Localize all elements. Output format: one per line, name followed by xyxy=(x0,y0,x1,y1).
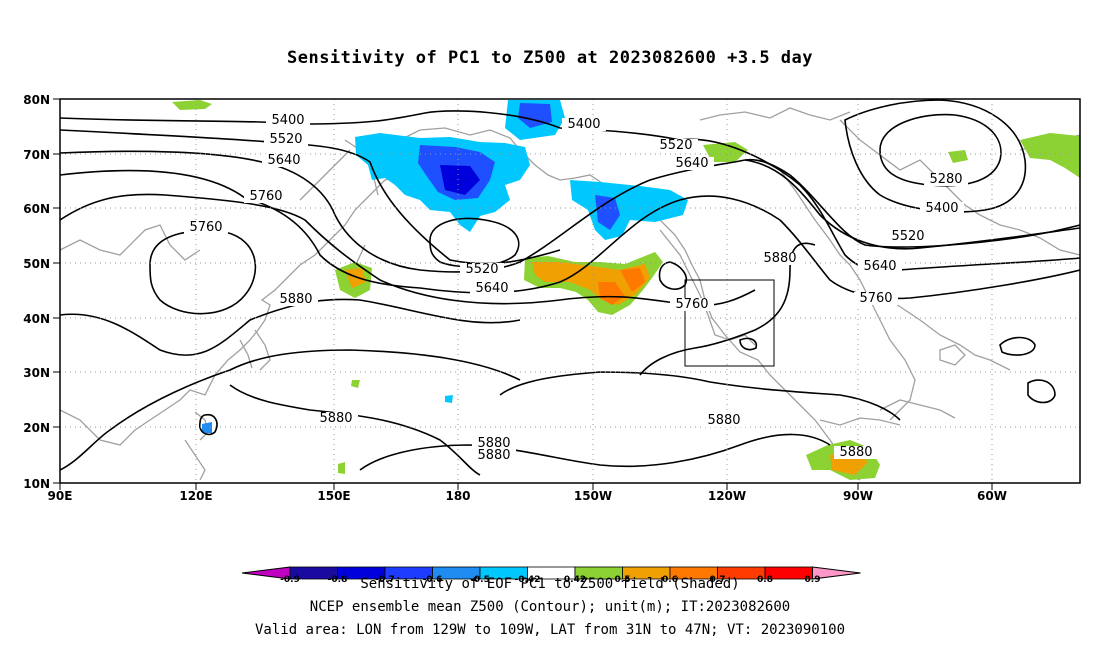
contour-label: 5520 xyxy=(269,132,302,147)
map-title: Sensitivity of PC1 to Z500 at 2023082600… xyxy=(286,48,813,68)
lat-label: 20N xyxy=(23,421,50,435)
contour-label-bg xyxy=(758,252,802,265)
colorbar: -0.9 -0.8 -0.7 -0.6 -0.5 -0.42 0.42 0.5 0.6 0.7 0.… xyxy=(241,566,861,585)
contour-labels: 5400552056405760576058805880588058805880… xyxy=(184,113,968,463)
contour-label-bg xyxy=(854,292,898,305)
contour-label-bg xyxy=(184,221,228,234)
contour-label: 5400 xyxy=(925,201,958,216)
contour-label: 5880 xyxy=(763,251,796,266)
contour-label-bg xyxy=(924,173,968,186)
contour-label-bg xyxy=(670,157,714,170)
colorbar-label: 0.8 xyxy=(757,575,773,585)
sensitivity-map: 5400552056405760576058805880588058805880… xyxy=(23,93,1081,503)
contour-label-bg xyxy=(858,260,902,273)
colorbar-label: 0.42 xyxy=(564,575,586,585)
colorbar-label: -0.8 xyxy=(328,575,348,585)
contour-label: 5400 xyxy=(271,113,304,128)
map-frame xyxy=(59,98,1081,484)
lon-label: 60W xyxy=(977,489,1007,503)
contour-label: 5400 xyxy=(567,117,600,132)
contour-label: 5760 xyxy=(189,220,222,235)
contour-label: 5520 xyxy=(465,262,498,277)
contour-label-bg xyxy=(886,230,930,243)
contour-label-bg xyxy=(654,139,698,152)
contour-label-bg xyxy=(460,263,504,276)
lon-labels: 90E 120E 150E 180 150W 120W 90W 60W xyxy=(48,489,1007,503)
caption-shading: Sensitivity of EOF PC1 to Z500 field (Sh… xyxy=(360,576,740,592)
colorbar-label: -0.7 xyxy=(375,575,395,585)
colorbar-label: -0.6 xyxy=(423,575,443,585)
contour-label: 5880 xyxy=(319,411,352,426)
lat-label: 40N xyxy=(23,312,50,326)
contour-label: 5760 xyxy=(859,291,892,306)
colorbar-label: -0.5 xyxy=(470,575,490,585)
colorbar-label: 0.5 xyxy=(615,575,631,585)
contour-label-bg xyxy=(470,282,514,295)
contour-label: 5520 xyxy=(659,138,692,153)
lon-label: 90E xyxy=(48,489,73,503)
lon-label: 150E xyxy=(317,489,350,503)
contour-label-bg xyxy=(264,133,308,146)
colorbar-label: 0.6 xyxy=(662,575,678,585)
contour-label-bg xyxy=(274,293,318,306)
contour-label: 5880 xyxy=(839,445,872,460)
lat-label: 60N xyxy=(23,202,50,216)
contour-label-bg xyxy=(920,202,964,215)
contour-label-bg xyxy=(834,446,878,459)
contour-label: 5880 xyxy=(477,448,510,463)
contour-label: 5280 xyxy=(929,172,962,187)
lon-label: 90W xyxy=(843,489,873,503)
contour-label: 5520 xyxy=(891,229,924,244)
contour-label-bg xyxy=(562,118,606,131)
lat-labels: 80N 70N 60N 50N 40N 30N 20N 10N xyxy=(23,93,50,491)
gridlines xyxy=(60,99,1080,483)
lon-label: 150W xyxy=(574,489,612,503)
contour-label: 5880 xyxy=(279,292,312,307)
contour-label: 5640 xyxy=(675,156,708,171)
valid-area-box xyxy=(684,279,775,367)
colorbar-label: 0.9 xyxy=(805,575,821,585)
contour-label-bg xyxy=(262,154,306,167)
lat-label: 80N xyxy=(23,93,50,107)
contour-label: 5760 xyxy=(249,189,282,204)
contour-label: 5640 xyxy=(863,259,896,274)
contour-label: 5880 xyxy=(707,413,740,428)
contour-label-bg xyxy=(472,449,516,462)
colorbar-label: 0.7 xyxy=(710,575,726,585)
contour-label: 5640 xyxy=(475,281,508,296)
contour-label-bg xyxy=(472,437,516,450)
contour-label-bg xyxy=(314,412,358,425)
lat-label: 50N xyxy=(23,257,50,271)
axis-ticks xyxy=(53,98,993,490)
lon-label: 120E xyxy=(179,489,212,503)
caption-contour: NCEP ensemble mean Z500 (Contour); unit(… xyxy=(309,599,791,615)
sensitivity-shading xyxy=(172,100,1080,480)
contour-label: 5640 xyxy=(267,153,300,168)
colorbar-high-end xyxy=(812,566,861,580)
lat-label: 30N xyxy=(23,366,50,380)
contour-label-bg xyxy=(702,414,746,427)
lon-label: 120W xyxy=(708,489,746,503)
colorbar-label: -0.9 xyxy=(280,575,300,585)
lat-label: 10N xyxy=(23,477,50,491)
colorbar-label: -0.42 xyxy=(515,575,541,585)
lat-label: 70N xyxy=(23,148,50,162)
lon-label: 180 xyxy=(445,489,470,503)
contour-label-bg xyxy=(244,190,288,203)
contour-label-bg xyxy=(266,114,310,127)
contour-label: 5760 xyxy=(675,297,708,312)
contour-label: 5880 xyxy=(477,436,510,451)
caption-valid-area: Valid area: LON from 129W to 109W, LAT f… xyxy=(254,622,845,638)
z500-contours xyxy=(60,99,1080,476)
contour-label-bg xyxy=(670,298,714,311)
